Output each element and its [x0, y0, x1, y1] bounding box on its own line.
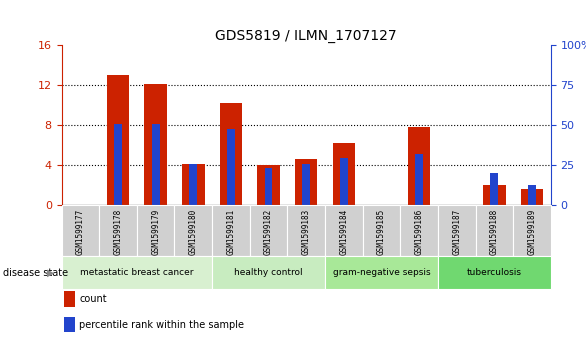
Text: GSM1599187: GSM1599187: [452, 209, 461, 256]
Bar: [438, 205, 476, 256]
Bar: [302, 164, 310, 205]
Bar: [99, 205, 137, 256]
Bar: [415, 154, 423, 205]
Bar: [483, 185, 506, 205]
Text: GSM1599189: GSM1599189: [527, 209, 537, 256]
Text: GSM1599184: GSM1599184: [339, 209, 348, 256]
Text: GSM1599182: GSM1599182: [264, 209, 273, 256]
Bar: [521, 189, 543, 205]
Title: GDS5819 / ILMN_1707127: GDS5819 / ILMN_1707127: [216, 29, 397, 43]
Bar: [295, 159, 318, 205]
Bar: [212, 205, 250, 256]
Bar: [220, 103, 242, 205]
Text: metastatic breast cancer: metastatic breast cancer: [80, 268, 193, 277]
Bar: [408, 127, 430, 205]
Text: healthy control: healthy control: [234, 268, 303, 277]
Text: disease state: disease state: [3, 268, 68, 278]
Bar: [144, 84, 167, 205]
Bar: [182, 164, 205, 205]
Text: tuberculosis: tuberculosis: [467, 268, 522, 277]
Bar: [513, 205, 551, 256]
Text: GSM1599179: GSM1599179: [151, 209, 160, 256]
Bar: [175, 205, 212, 256]
Bar: [62, 256, 212, 289]
Bar: [363, 205, 400, 256]
Bar: [340, 158, 347, 205]
Bar: [332, 143, 355, 205]
Bar: [212, 256, 325, 289]
Bar: [62, 205, 99, 256]
Text: gram-negative sepsis: gram-negative sepsis: [333, 268, 430, 277]
Bar: [490, 173, 498, 205]
Bar: [287, 205, 325, 256]
Text: GSM1599178: GSM1599178: [114, 209, 122, 256]
Bar: [107, 75, 130, 205]
Text: percentile rank within the sample: percentile rank within the sample: [79, 319, 244, 330]
Text: GSM1599181: GSM1599181: [226, 209, 236, 256]
Bar: [265, 168, 272, 205]
Text: GSM1599186: GSM1599186: [415, 209, 424, 256]
Bar: [400, 205, 438, 256]
Text: GSM1599180: GSM1599180: [189, 209, 197, 256]
Bar: [325, 205, 363, 256]
Bar: [114, 124, 122, 205]
Bar: [257, 165, 280, 205]
Text: GSM1599177: GSM1599177: [76, 209, 85, 256]
Bar: [152, 125, 159, 205]
Bar: [325, 256, 438, 289]
Bar: [137, 205, 175, 256]
Text: GSM1599183: GSM1599183: [302, 209, 311, 256]
Bar: [189, 164, 197, 205]
Text: count: count: [79, 294, 107, 304]
Bar: [438, 256, 551, 289]
Bar: [250, 205, 287, 256]
Bar: [528, 185, 536, 205]
Bar: [476, 205, 513, 256]
Text: ▶: ▶: [47, 268, 54, 278]
Text: GSM1599185: GSM1599185: [377, 209, 386, 256]
Text: GSM1599188: GSM1599188: [490, 209, 499, 256]
Bar: [227, 129, 235, 205]
